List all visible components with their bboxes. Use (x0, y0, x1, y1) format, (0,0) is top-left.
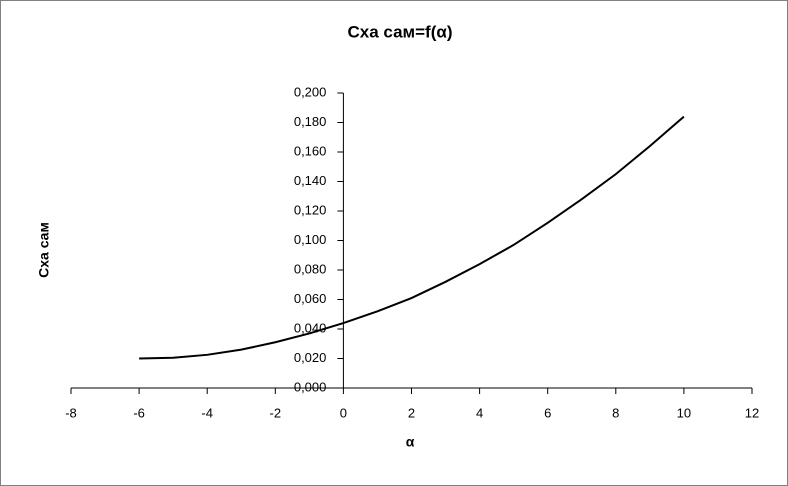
y-tick-label: 0,160 (294, 143, 327, 158)
x-tick-label: -8 (65, 405, 77, 420)
x-tick-label: 12 (745, 405, 759, 420)
y-tick-label: 0,180 (294, 114, 327, 129)
y-tick-label: 0,060 (294, 291, 327, 306)
x-tick-label: -6 (133, 405, 145, 420)
x-tick-label: 8 (612, 405, 619, 420)
y-tick-label: 0,100 (294, 232, 327, 247)
y-tick-label: 0,120 (294, 202, 327, 217)
y-tick-label: 0,080 (294, 261, 327, 276)
x-tick-label: 6 (544, 405, 551, 420)
y-tick-label: 0,000 (294, 379, 327, 394)
x-tick-label: 2 (408, 405, 415, 420)
y-tick-label: 0,140 (294, 173, 327, 188)
chart-title: Cxa сам=f(α) (348, 22, 453, 41)
x-tick-label: 4 (476, 405, 483, 420)
x-axis-title: α (406, 434, 415, 450)
x-tick-label: -2 (270, 405, 282, 420)
x-tick-label: 0 (340, 405, 347, 420)
x-tick-label: -4 (201, 405, 213, 420)
x-tick-label: 10 (677, 405, 691, 420)
y-tick-label: 0,020 (294, 350, 327, 365)
y-tick-label: 0,200 (294, 84, 327, 99)
y-axis-title: Cxa сам (36, 222, 52, 278)
data-line (139, 115, 685, 360)
